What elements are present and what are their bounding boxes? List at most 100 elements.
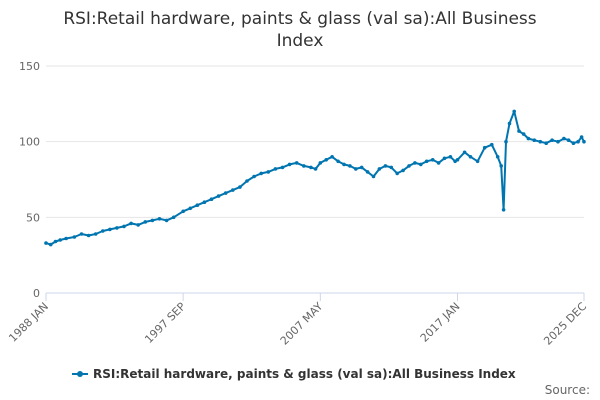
data-point[interactable] (171, 215, 176, 220)
data-point[interactable] (195, 203, 200, 207)
data-point[interactable] (223, 191, 228, 195)
data-point[interactable] (164, 218, 169, 223)
data-point[interactable] (419, 162, 423, 167)
data-point[interactable] (294, 161, 299, 165)
data-point[interactable] (544, 141, 548, 145)
data-point[interactable] (436, 161, 441, 165)
data-point[interactable] (324, 158, 329, 162)
data-point[interactable] (336, 159, 340, 164)
data-point[interactable] (448, 155, 453, 159)
data-point[interactable] (157, 217, 162, 221)
data-point[interactable] (571, 141, 576, 145)
data-point[interactable] (129, 221, 133, 226)
data-point[interactable] (231, 188, 235, 192)
data-point[interactable] (556, 139, 560, 144)
data-point[interactable] (371, 174, 376, 179)
data-point[interactable] (245, 179, 249, 183)
data-point[interactable] (424, 159, 429, 164)
y-tick-label: 100 (19, 136, 40, 149)
data-point[interactable] (526, 136, 531, 141)
data-point[interactable] (462, 150, 467, 155)
data-point[interactable] (318, 161, 323, 165)
data-point[interactable] (407, 164, 411, 168)
data-point[interactable] (122, 224, 126, 229)
data-point[interactable] (348, 164, 352, 168)
data-point[interactable] (136, 223, 140, 227)
data-point[interactable] (579, 135, 584, 139)
data-point[interactable] (181, 209, 185, 214)
data-point[interactable] (389, 165, 394, 170)
data-point[interactable] (86, 233, 91, 238)
data-point[interactable] (101, 229, 105, 233)
x-tick-label: 2017 JAN (418, 300, 463, 345)
legend[interactable]: RSI:Retail hardware, paints & glass (val… (72, 367, 516, 381)
data-point[interactable] (143, 220, 148, 224)
data-point[interactable] (216, 194, 221, 198)
data-point[interactable] (313, 167, 318, 171)
data-point[interactable] (93, 232, 98, 236)
chart-title-line-2: Index (277, 31, 324, 51)
data-point[interactable] (72, 235, 77, 239)
data-point[interactable] (550, 138, 554, 142)
data-point[interactable] (395, 171, 400, 176)
data-point[interactable] (188, 206, 193, 211)
data-point[interactable] (582, 139, 586, 144)
data-point[interactable] (330, 155, 334, 159)
data-point[interactable] (259, 171, 264, 176)
data-point[interactable] (53, 239, 58, 244)
source-credit[interactable]: Source: (545, 383, 590, 397)
data-point[interactable] (266, 170, 271, 174)
data-point[interactable] (115, 226, 119, 230)
data-point[interactable] (309, 165, 313, 170)
data-point[interactable] (287, 162, 292, 167)
data-point[interactable] (238, 185, 242, 189)
data-point[interactable] (79, 232, 84, 236)
data-point[interactable] (365, 170, 370, 174)
data-point[interactable] (302, 164, 306, 168)
data-point[interactable] (455, 158, 460, 162)
data-point[interactable] (64, 236, 68, 241)
data-point[interactable] (209, 197, 214, 201)
data-point[interactable] (562, 136, 566, 141)
x-tick-label: 2025 DEC (541, 300, 589, 348)
data-point[interactable] (342, 162, 346, 167)
y-tick-label: 150 (19, 60, 40, 73)
data-point[interactable] (512, 109, 516, 114)
data-point[interactable] (252, 174, 256, 179)
data-point[interactable] (273, 167, 278, 171)
data-point[interactable] (475, 159, 480, 164)
data-point[interactable] (566, 138, 571, 142)
data-point[interactable] (58, 238, 62, 242)
data-point[interactable] (202, 200, 207, 204)
series-line-0[interactable] (45, 110, 585, 246)
data-point[interactable] (538, 139, 543, 144)
data-point[interactable] (532, 138, 537, 142)
data-point[interactable] (517, 129, 521, 133)
data-point[interactable] (495, 155, 500, 159)
data-point[interactable] (442, 156, 447, 161)
data-point[interactable] (507, 121, 512, 126)
data-point[interactable] (150, 218, 155, 223)
data-point[interactable] (521, 132, 526, 136)
data-point[interactable] (482, 145, 487, 150)
data-point[interactable] (359, 165, 364, 170)
data-point[interactable] (377, 167, 382, 171)
data-point[interactable] (401, 168, 405, 173)
data-point[interactable] (413, 161, 417, 165)
x-tick-label: 1988 JAN (6, 300, 51, 345)
data-point[interactable] (468, 155, 473, 159)
data-point[interactable] (499, 164, 504, 168)
data-point[interactable] (504, 139, 508, 144)
data-point[interactable] (576, 139, 580, 144)
data-point[interactable] (501, 208, 506, 212)
data-point[interactable] (44, 241, 48, 245)
data-point[interactable] (280, 165, 285, 170)
data-point[interactable] (490, 142, 494, 147)
data-point[interactable] (108, 227, 112, 232)
chart-title-line-1: RSI:Retail hardware, paints & glass (val… (63, 9, 536, 29)
data-point[interactable] (383, 164, 388, 168)
data-point[interactable] (354, 167, 358, 171)
data-point[interactable] (48, 242, 53, 247)
data-point[interactable] (430, 158, 435, 162)
